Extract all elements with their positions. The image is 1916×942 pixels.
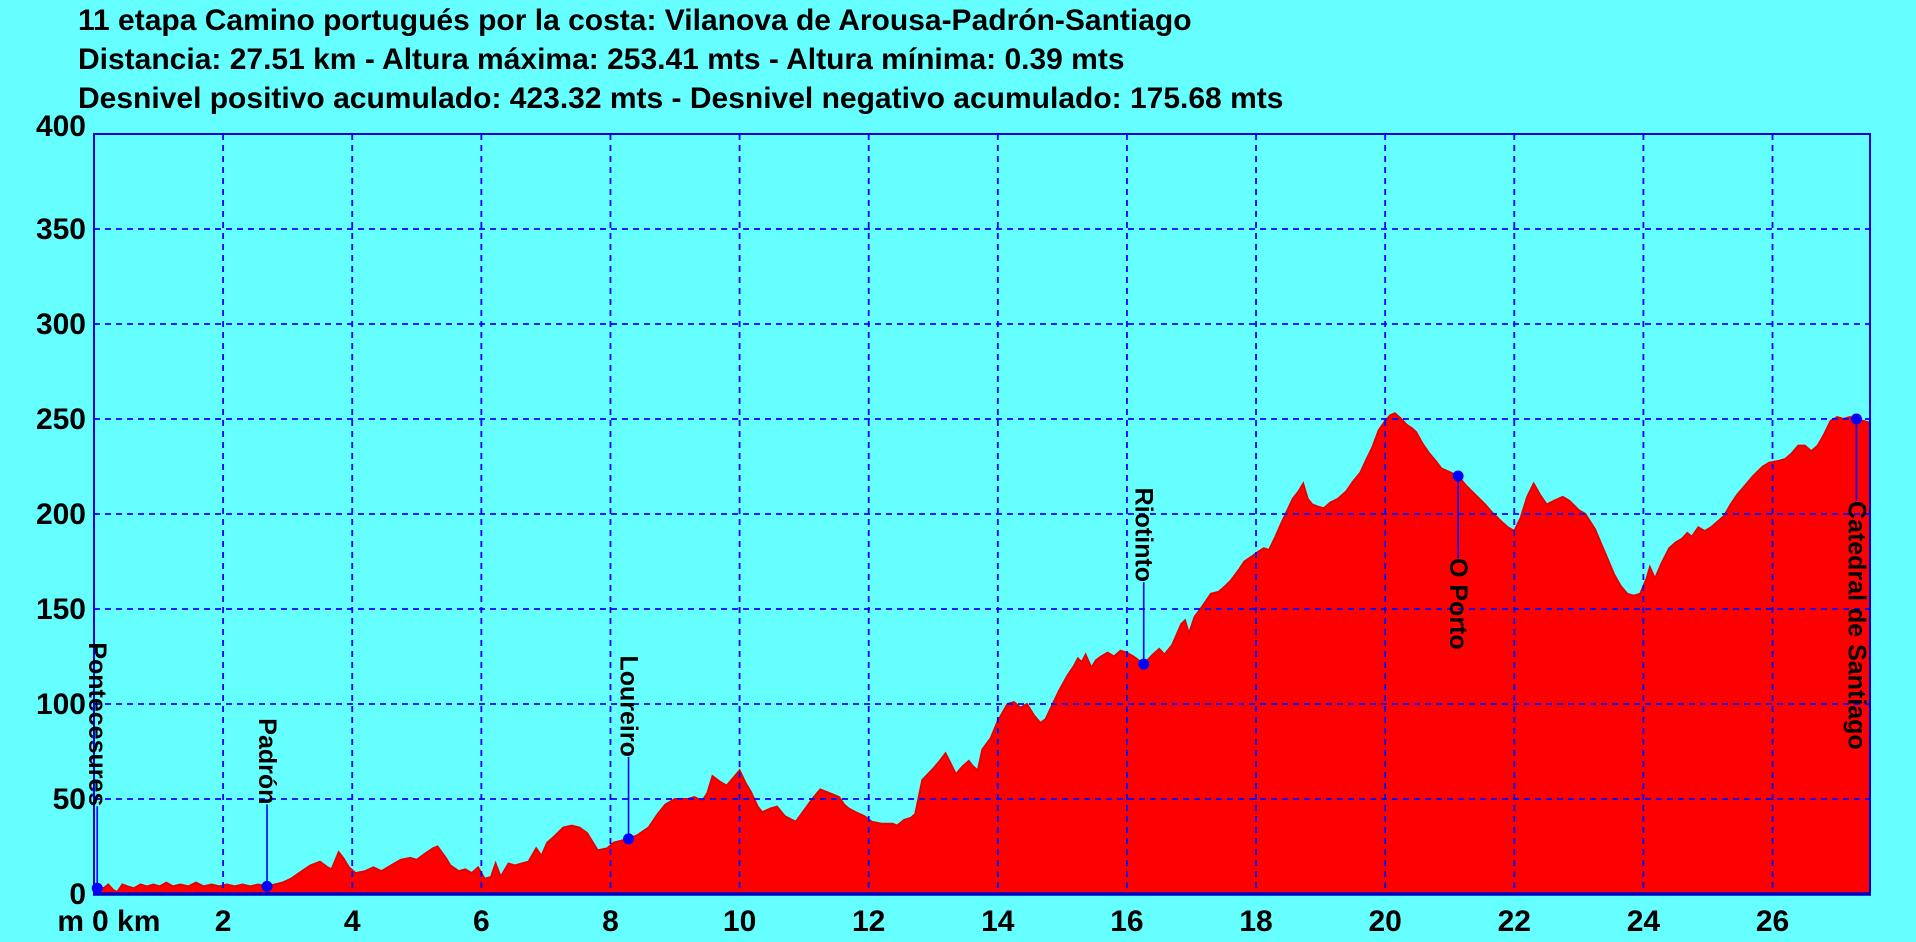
y-tick-label: 100 <box>36 688 86 721</box>
x-tick-label: 8 <box>602 905 619 938</box>
waypoint-label: Riotinto <box>1130 488 1158 582</box>
x-tick-label: 14 <box>981 905 1015 938</box>
waypoint-label: Pontecesures <box>83 642 111 806</box>
y-tick-label: 200 <box>36 498 86 531</box>
x-origin-label: 0 km <box>92 905 160 938</box>
y-tick-label: 0 <box>69 878 86 911</box>
waypoint-marker <box>623 833 635 845</box>
title-line-1: 11 etapa Camino portugués por la costa: … <box>78 4 1192 37</box>
waypoint-marker <box>1452 470 1464 482</box>
y-tick-label: 400 <box>36 110 86 143</box>
x-tick-label: 20 <box>1368 905 1401 938</box>
waypoint-label: Padrón <box>253 718 281 804</box>
waypoint-label: Catedral de Santiago <box>1842 501 1870 750</box>
y-tick-label: 50 <box>53 783 86 816</box>
chart-title: 11 etapa Camino portugués por la costa: … <box>78 1 1283 118</box>
waypoint-marker <box>1138 658 1150 670</box>
x-tick-label: 2 <box>215 905 232 938</box>
x-tick-label: 4 <box>344 905 361 938</box>
x-tick-label: 18 <box>1239 905 1272 938</box>
title-line-3: Desnivel positivo acumulado: 423.32 mts … <box>78 82 1284 115</box>
x-tick-label: 24 <box>1627 905 1661 938</box>
x-tick-label: 12 <box>852 905 885 938</box>
elevation-line <box>93 412 1871 894</box>
y-tick-label: 350 <box>36 213 86 246</box>
y-axis-unit-label: m <box>57 905 84 938</box>
waypoint-marker <box>1850 413 1862 425</box>
y-tick-label: 150 <box>36 593 86 626</box>
waypoint-label: Loureiro <box>615 655 643 756</box>
x-tick-label: 10 <box>723 905 756 938</box>
waypoint-marker <box>91 882 103 894</box>
x-tick-label: 26 <box>1756 905 1789 938</box>
x-tick-label: 22 <box>1498 905 1531 938</box>
waypoint-label: O Porto <box>1444 558 1472 650</box>
x-tick-label: 6 <box>473 905 490 938</box>
waypoint-marker <box>261 880 273 892</box>
y-tick-label: 250 <box>36 403 86 436</box>
y-tick-label: 300 <box>36 308 86 341</box>
elevation-area <box>94 413 1870 894</box>
x-tick-label: 16 <box>1110 905 1143 938</box>
title-line-2: Distancia: 27.51 km - Altura máxima: 253… <box>78 43 1125 76</box>
